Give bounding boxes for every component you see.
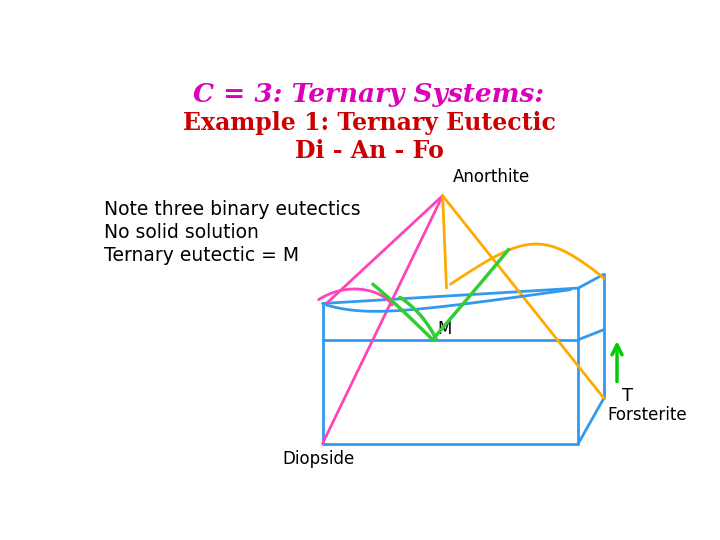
Text: Note three binary eutectics: Note three binary eutectics — [104, 200, 361, 219]
Text: Ternary eutectic = M: Ternary eutectic = M — [104, 246, 299, 265]
Text: M: M — [437, 320, 451, 338]
Text: Di - An - Fo: Di - An - Fo — [294, 139, 444, 163]
Text: T: T — [621, 387, 633, 405]
Text: Example 1: Ternary Eutectic: Example 1: Ternary Eutectic — [183, 111, 555, 135]
Text: C = 3: Ternary Systems:: C = 3: Ternary Systems: — [194, 82, 544, 107]
Text: Forsterite: Forsterite — [608, 406, 688, 424]
Text: Anorthite: Anorthite — [453, 168, 530, 186]
Text: Diopside: Diopside — [282, 450, 355, 468]
Text: No solid solution: No solid solution — [104, 222, 258, 242]
